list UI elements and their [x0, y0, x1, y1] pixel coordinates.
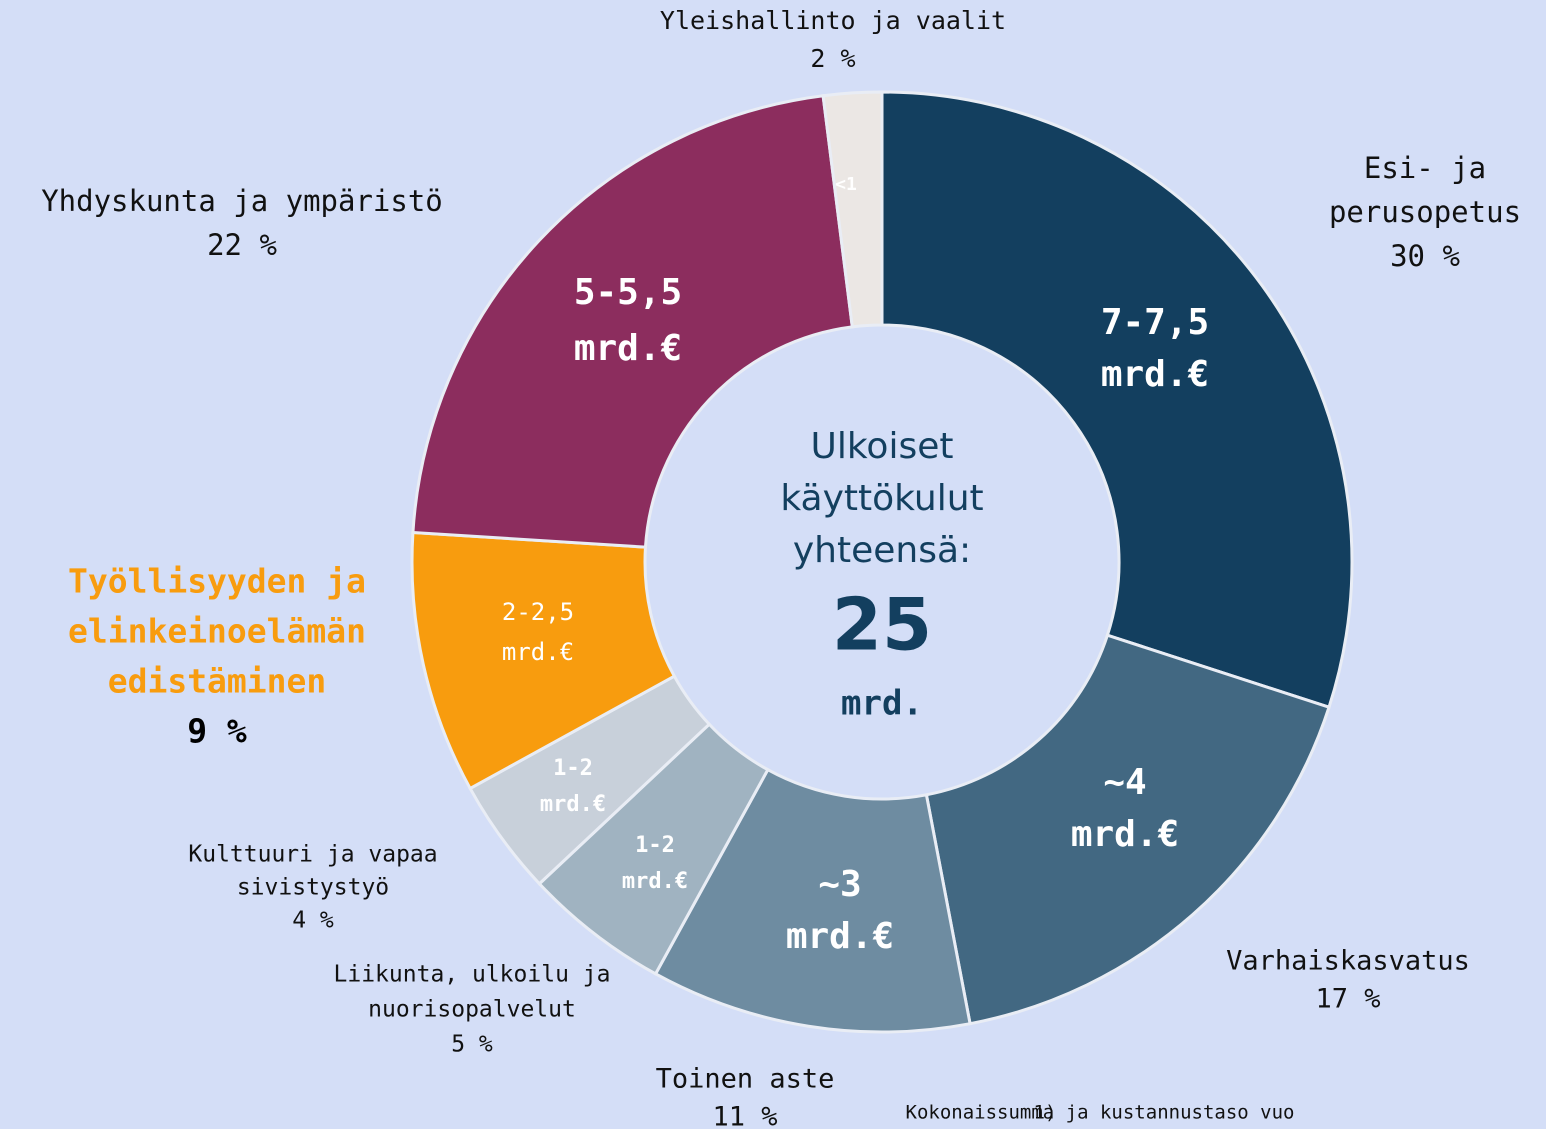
donut-segment — [821, 90, 884, 329]
category-label: Yhdyskunta ja ympäristö — [41, 184, 443, 218]
amount-label: 5-5,5 — [574, 272, 682, 313]
category-label: Yleishallinto ja vaalit — [660, 6, 1006, 35]
category-label: nuorisopalvelut — [368, 997, 576, 1023]
amount-label: mrd.€ — [1071, 814, 1179, 855]
center-text: yhteensä: — [793, 530, 971, 571]
footnote-marker: 1) — [1034, 1102, 1057, 1124]
category-label: Esi- ja — [1364, 151, 1486, 185]
amount-label: 1-2 — [553, 756, 593, 781]
amount-label: 7-7,5 — [1101, 302, 1209, 343]
donut-segment — [924, 633, 1331, 1026]
value-label: 9 % — [187, 712, 247, 751]
amount-label: <1 — [835, 174, 857, 195]
amount-label: 1-2 — [635, 833, 675, 858]
category-label: perusopetus — [1329, 195, 1521, 229]
category-label: Kulttuuri ja vapaa — [188, 842, 437, 868]
category-label: Liikunta, ulkoilu ja — [334, 962, 611, 988]
amount-label: 2-2,5 — [502, 598, 574, 626]
amount-label: mrd.€ — [622, 869, 688, 894]
center-text: Ulkoiset — [811, 426, 954, 467]
value-label: 11 % — [712, 1102, 777, 1129]
category-label: Varhaiskasvatus — [1226, 946, 1470, 977]
category-label: edistäminen — [108, 662, 327, 701]
footnote: Kokonaissumma ja kustannustaso vuo — [906, 1102, 1295, 1124]
amount-label: mrd.€ — [786, 916, 894, 957]
amount-label: ~4 — [1103, 762, 1146, 803]
amount-label: mrd.€ — [1101, 354, 1209, 395]
amount-label: mrd.€ — [502, 638, 574, 666]
category-label: Työllisyyden ja — [68, 562, 366, 601]
category-label: sivistystyö — [237, 875, 389, 901]
center-unit: mrd. — [841, 684, 923, 724]
center-text: käyttökulut — [780, 478, 983, 519]
amount-label: mrd.€ — [540, 792, 606, 817]
center-total: 25 — [832, 583, 932, 667]
value-label: 2 % — [810, 44, 855, 73]
category-label: Toinen aste — [656, 1064, 835, 1095]
donut-segment — [411, 94, 854, 549]
value-label: 17 % — [1315, 984, 1380, 1015]
value-label: 22 % — [207, 228, 277, 262]
value-label: 30 % — [1390, 239, 1460, 273]
donut-segment — [880, 90, 1354, 710]
amount-label: ~3 — [818, 864, 861, 905]
donut-segment — [653, 767, 972, 1034]
amount-label: mrd.€ — [574, 328, 682, 369]
value-label: 4 % — [292, 908, 334, 934]
value-label: 5 % — [451, 1032, 493, 1058]
category-label: elinkeinoelämän — [68, 612, 366, 651]
